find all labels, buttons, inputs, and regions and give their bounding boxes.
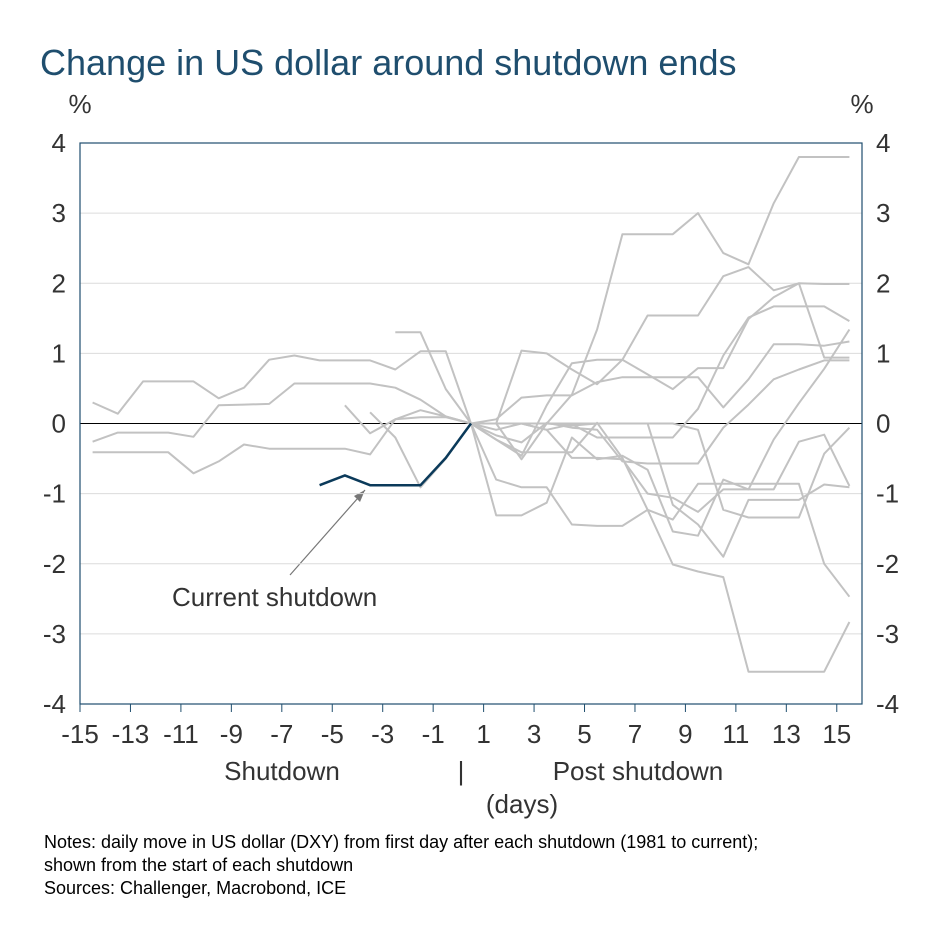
x-tick-label: 3 xyxy=(527,719,541,749)
y2-tick-label: -4 xyxy=(876,689,899,719)
y-tick-label: 4 xyxy=(52,128,66,158)
y2-tick-label: 4 xyxy=(876,128,890,158)
y2-axis-label: % xyxy=(850,89,873,119)
arrow-head xyxy=(354,490,365,502)
y2-tick-label: -1 xyxy=(876,479,899,509)
y2-tick-label: 2 xyxy=(876,268,890,298)
series-line xyxy=(471,422,850,558)
x-tick-label: 11 xyxy=(722,719,749,749)
y-tick-label: -2 xyxy=(43,549,66,579)
highlight-line xyxy=(319,422,473,487)
y-tick-label: 0 xyxy=(52,409,66,439)
x-tick-label: -11 xyxy=(163,719,199,749)
x-tick-label: -9 xyxy=(220,719,243,749)
note: Sources: Challenger, Macrobond, ICE xyxy=(44,878,346,898)
y-tick-label: -4 xyxy=(43,689,66,719)
series-line xyxy=(344,404,851,537)
series-line xyxy=(471,422,851,519)
y2-tick-label: 3 xyxy=(876,198,890,228)
x-axis-label: (days) xyxy=(486,789,558,819)
y2-tick-label: -2 xyxy=(876,549,899,579)
y-tick-label: 2 xyxy=(52,268,66,298)
x-tick-label: -15 xyxy=(61,719,99,749)
x-tick-label: 9 xyxy=(678,719,692,749)
chart-title: Change in US dollar around shutdown ends xyxy=(40,42,736,83)
series-line xyxy=(92,156,850,425)
series-line xyxy=(470,421,851,673)
series-line xyxy=(395,331,850,425)
y2-tick-label: -3 xyxy=(876,619,899,649)
y-tick-label: 3 xyxy=(52,198,66,228)
x-tick-label: 15 xyxy=(822,719,851,749)
y-tick-label: -3 xyxy=(43,619,66,649)
x-tick-label: -7 xyxy=(270,719,293,749)
note: shown from the start of each shutdown xyxy=(44,855,353,875)
x-tick-label: 13 xyxy=(772,719,801,749)
x-tick-label: -13 xyxy=(112,719,150,749)
plot-frame xyxy=(79,142,863,705)
y-tick-label: 1 xyxy=(52,338,66,368)
y-tick-label: -1 xyxy=(43,479,66,509)
y-axis-label: % xyxy=(68,89,91,119)
x-axis-label: Post shutdown xyxy=(553,756,724,786)
annotation: Current shutdown xyxy=(172,582,377,612)
x-tick-label: 5 xyxy=(577,719,591,749)
x-axis-label: | xyxy=(458,756,465,786)
series-line xyxy=(92,282,850,475)
series-line xyxy=(471,328,851,513)
y2-tick-label: 1 xyxy=(876,338,890,368)
x-tick-label: -5 xyxy=(321,719,344,749)
x-axis-label: Shutdown xyxy=(224,756,340,786)
note: Notes: daily move in US dollar (DXY) fro… xyxy=(44,832,758,852)
x-tick-label: -3 xyxy=(371,719,394,749)
x-tick-label: -1 xyxy=(422,719,445,749)
y2-tick-label: 0 xyxy=(876,409,890,439)
x-tick-label: 1 xyxy=(476,719,490,749)
annotation-arrow xyxy=(289,489,366,576)
x-tick-label: 7 xyxy=(628,719,642,749)
